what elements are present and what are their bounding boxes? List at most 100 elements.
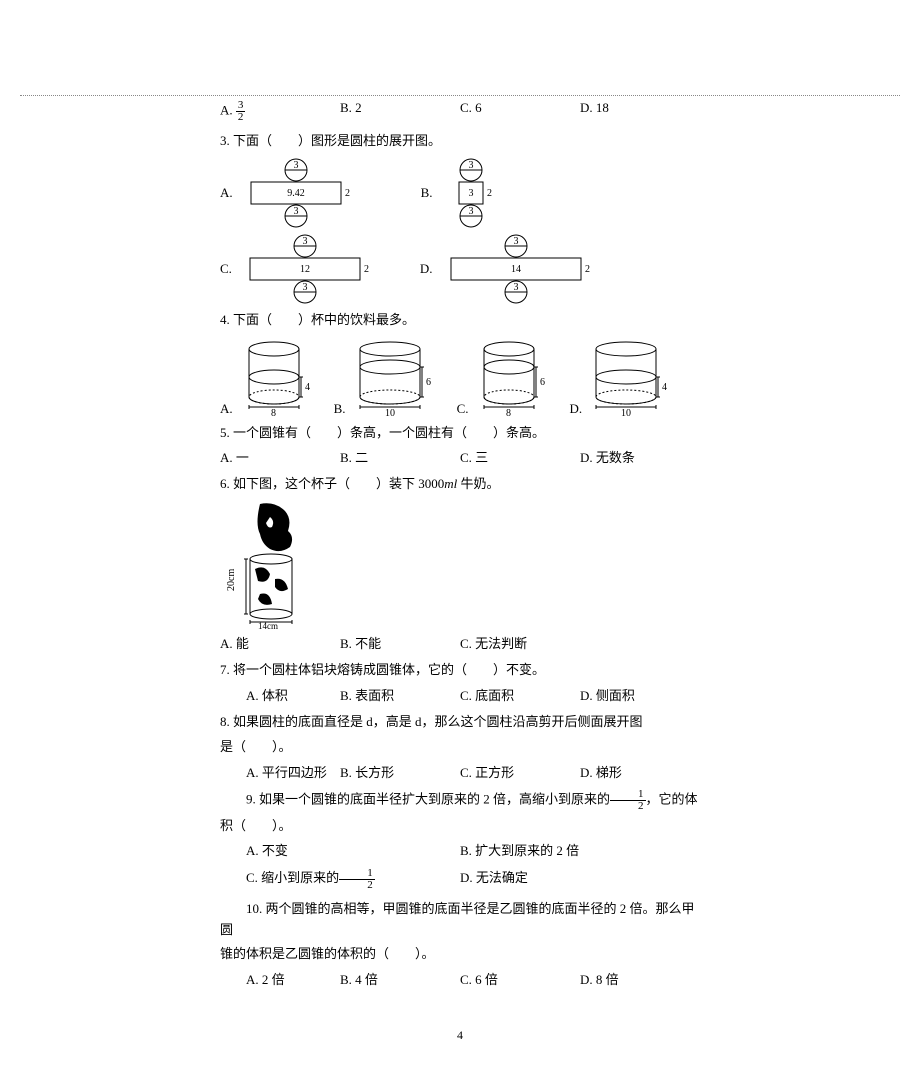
q10-d-val: 8 倍 (596, 972, 619, 987)
q9-opt-d: D. 无法确定 (460, 867, 660, 891)
q5-opt-b: B. 二 (340, 447, 460, 466)
q7-d-val: 侧面积 (596, 688, 635, 703)
q9-text: 9. 如果一个圆锥的底面半径扩大到原来的 2 倍，高缩小到原来的12，它的体 (220, 789, 700, 812)
svg-text:2: 2 (487, 188, 492, 199)
q8-c-val: 正方形 (475, 765, 514, 780)
svg-text:3: 3 (468, 188, 473, 199)
q10-a-val: 2 倍 (262, 972, 285, 987)
q5-opt-c: C. 三 (460, 447, 580, 466)
svg-text:6: 6 (540, 377, 545, 388)
svg-text:20cm: 20cm (226, 569, 237, 591)
q2-opt-a: A. 32 (220, 100, 340, 123)
page-content: A. 32 B. 2 C. 6 D. 18 3. 下面（ ）图形是圆柱的展开图。… (0, 0, 920, 1083)
q6-b-val: 不能 (355, 636, 381, 651)
q5-opt-a: A. 一 (220, 447, 340, 466)
q6-opt-a: A. 能 (220, 633, 340, 652)
q9-c-den: 2 (339, 880, 375, 891)
q9-options-1: A. 不变 B. 扩大到原来的 2 倍 (220, 840, 700, 859)
q3-c-diagram: 3 12 2 3 (240, 234, 380, 304)
q3-text: 3. 下面（ ）图形是圆柱的展开图。 (220, 131, 700, 152)
q2-options: A. 32 B. 2 C. 6 D. 18 (220, 100, 700, 123)
q4-a-label: A. (220, 401, 233, 417)
q2-d-val: 18 (596, 100, 609, 115)
q2-b-val: 2 (355, 100, 362, 115)
q5-a-val: 一 (236, 450, 249, 465)
q4-b-cup: 6 10 (352, 337, 437, 417)
q3-row2: C. 3 12 2 3 D. 3 14 2 3 (220, 234, 700, 304)
q9-c-pre: 缩小到原来的 (261, 870, 339, 885)
svg-text:8: 8 (506, 408, 511, 417)
q5-options: A. 一 B. 二 C. 三 D. 无数条 (220, 447, 700, 466)
svg-text:3: 3 (302, 236, 307, 247)
q10-opt-d: D. 8 倍 (580, 969, 700, 988)
q6-options: A. 能 B. 不能 C. 无法判断 (220, 633, 700, 652)
q7-opt-a: A. 体积 (220, 685, 340, 704)
svg-text:6: 6 (426, 377, 431, 388)
svg-text:3: 3 (513, 236, 518, 247)
q3-b-label: B. (421, 185, 433, 201)
q3-b-diagram: 3 3 2 3 (441, 158, 511, 228)
svg-text:10: 10 (385, 408, 395, 417)
q4-row: A. 4 8 B. (220, 337, 700, 417)
svg-text:4: 4 (662, 382, 667, 393)
q9-frac-num: 1 (610, 789, 646, 801)
q7-opt-c: C. 底面积 (460, 685, 580, 704)
q7-text: 7. 将一个圆柱体铝块熔铸成圆锥体，它的（ ）不变。 (220, 660, 700, 681)
q4-text: 4. 下面（ ）杯中的饮料最多。 (220, 310, 700, 331)
q10-opt-a: A. 2 倍 (220, 969, 340, 988)
q2-opt-b: B. 2 (340, 100, 460, 123)
q4-a-cup: 4 8 (239, 337, 314, 417)
q4-opt-d: D. 4 10 (569, 337, 673, 417)
svg-text:3: 3 (513, 282, 518, 293)
q8-opt-c: C. 正方形 (460, 762, 580, 781)
q4-opt-a: A. 4 8 (220, 337, 314, 417)
q7-c-val: 底面积 (475, 688, 514, 703)
q10-opt-b: B. 4 倍 (340, 969, 460, 988)
q8-text1: 8. 如果圆柱的底面直径是 d，高是 d，那么这个圆柱沿高剪开后侧面展开图 (220, 712, 700, 733)
q8-text2: 是（ ）。 (220, 737, 700, 758)
svg-text:9.42: 9.42 (287, 188, 305, 199)
q10-options: A. 2 倍 B. 4 倍 C. 6 倍 D. 8 倍 (220, 969, 700, 988)
q5-d-val: 无数条 (596, 450, 635, 465)
q7-b-val: 表面积 (355, 688, 394, 703)
q6-a-val: 能 (236, 636, 249, 651)
q3-d-label: D. (420, 261, 433, 277)
q7-opt-b: B. 表面积 (340, 685, 460, 704)
svg-text:2: 2 (345, 188, 350, 199)
q10-b-val: 4 倍 (355, 972, 378, 987)
q8-a-val: 平行四边形 (262, 765, 327, 780)
q2-opt-d: D. 18 (580, 100, 700, 123)
q5-b-val: 二 (355, 450, 368, 465)
svg-text:3: 3 (468, 160, 473, 171)
svg-text:14: 14 (511, 264, 521, 275)
q3-opt-d: D. 3 14 2 3 (420, 234, 601, 304)
q9-b-val: 扩大到原来的 2 倍 (475, 843, 579, 858)
q7-opt-d: D. 侧面积 (580, 685, 700, 704)
q4-d-label: D. (569, 401, 582, 417)
q10-text1: 10. 两个圆锥的高相等，甲圆锥的底面半径是乙圆锥的底面半径的 2 倍。那么甲圆 (220, 899, 700, 941)
q3-a-label: A. (220, 185, 233, 201)
q9-d-val: 无法确定 (476, 870, 528, 885)
q4-d-cup: 4 10 (588, 337, 673, 417)
q9-text1: 9. 如果一个圆锥的底面半径扩大到原来的 2 倍，高缩小到原来的 (246, 791, 610, 806)
q4-c-label: C. (457, 401, 469, 417)
svg-text:3: 3 (468, 206, 473, 217)
q3-a-diagram: 3 9.42 2 3 (241, 158, 351, 228)
q4-opt-b: B. 6 10 (334, 337, 437, 417)
q4-b-label: B. (334, 401, 346, 417)
svg-text:4: 4 (305, 382, 310, 393)
q5-text: 5. 一个圆锥有（ ）条高，一个圆柱有（ ）条高。 (220, 423, 700, 444)
svg-text:2: 2 (364, 264, 369, 275)
q9-opt-a: A. 不变 (220, 840, 460, 859)
q2-c-val: 6 (475, 100, 482, 115)
q6-c-val: 无法判断 (475, 636, 527, 651)
q3-opt-c: C. 3 12 2 3 (220, 234, 380, 304)
q4-opt-c: C. 6 8 (457, 337, 550, 417)
svg-text:14cm: 14cm (258, 621, 278, 629)
q3-opt-b: B. 3 3 2 3 (421, 158, 511, 228)
q8-b-val: 长方形 (355, 765, 394, 780)
q6-opt-c: C. 无法判断 (460, 633, 580, 652)
svg-text:3: 3 (302, 282, 307, 293)
svg-text:3: 3 (293, 160, 298, 171)
svg-text:8: 8 (271, 408, 276, 417)
